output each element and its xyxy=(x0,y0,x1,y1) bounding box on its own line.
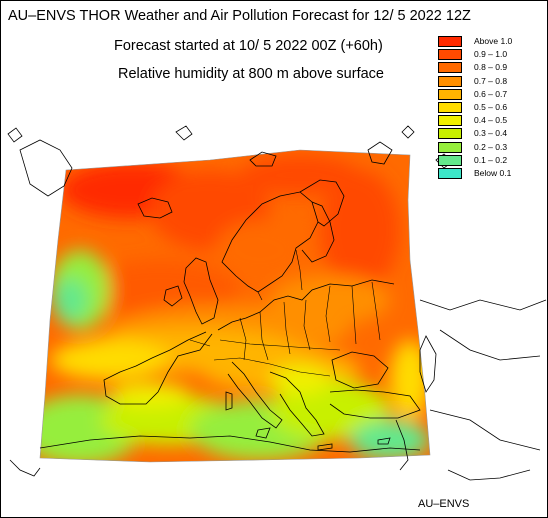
legend-label: 0.1 – 0.2 xyxy=(474,154,508,165)
legend-swatch xyxy=(438,102,462,113)
legend-item: Below 0.1 xyxy=(438,168,544,180)
legend-swatch xyxy=(438,75,462,87)
legend-item: 0.8 – 0.9 xyxy=(438,62,544,74)
credit-label: AU–ENVS xyxy=(418,498,470,510)
legend-swatch xyxy=(438,154,462,166)
legend-swatch xyxy=(438,128,462,140)
legend-item: 0.3 – 0.4 xyxy=(438,128,544,140)
forecast-start-label: Forecast started at 10/ 5 2022 00Z (+60h… xyxy=(114,38,383,54)
legend-label: 0.7 – 0.8 xyxy=(474,75,508,86)
legend-swatch xyxy=(438,141,462,153)
legend-label: Above 1.0 xyxy=(474,36,513,46)
legend-swatch xyxy=(438,49,462,61)
legend-label: 0.6 – 0.7 xyxy=(474,88,508,99)
legend-swatch xyxy=(438,115,462,127)
legend-item: 0.2 – 0.3 xyxy=(438,141,544,154)
legend-item: 0.1 – 0.2 xyxy=(438,154,544,167)
legend-swatch xyxy=(438,62,462,74)
variable-label: Relative humidity at 800 m above surface xyxy=(118,66,384,82)
legend-swatch xyxy=(438,36,462,47)
legend-label: Below 0.1 xyxy=(474,168,512,178)
legend-item: 0.6 – 0.7 xyxy=(438,88,544,101)
legend-item: 0.4 – 0.5 xyxy=(438,115,544,127)
legend-swatch xyxy=(438,168,462,179)
legend-label: 0.8 – 0.9 xyxy=(474,62,508,73)
legend-label: 0.9 – 1.0 xyxy=(474,49,508,60)
coastlines xyxy=(19,139,547,471)
legend-label: 0.3 – 0.4 xyxy=(474,128,508,139)
legend-label: 0.4 – 0.5 xyxy=(474,115,508,126)
legend-swatch xyxy=(438,88,462,100)
legend-label: 0.2 – 0.3 xyxy=(474,141,508,152)
legend-item: 0.7 – 0.8 xyxy=(438,75,544,88)
country-borders xyxy=(189,249,381,377)
legend-label: 0.5 – 0.6 xyxy=(474,102,508,112)
humidity-field xyxy=(40,150,430,462)
map-title: AU–ENVS THOR Weather and Air Pollution F… xyxy=(8,8,471,24)
outer-coastlines xyxy=(7,125,531,481)
legend: Above 1.0 0.9 – 1.0 0.8 – 0.9 0.7 – 0.8 0.6 … xyxy=(438,36,544,186)
legend-item: 0.9 – 1.0 xyxy=(438,49,544,61)
legend-item: Above 1.0 xyxy=(438,36,544,48)
domain-outline xyxy=(39,149,431,463)
legend-item: 0.5 – 0.6 xyxy=(438,102,544,114)
